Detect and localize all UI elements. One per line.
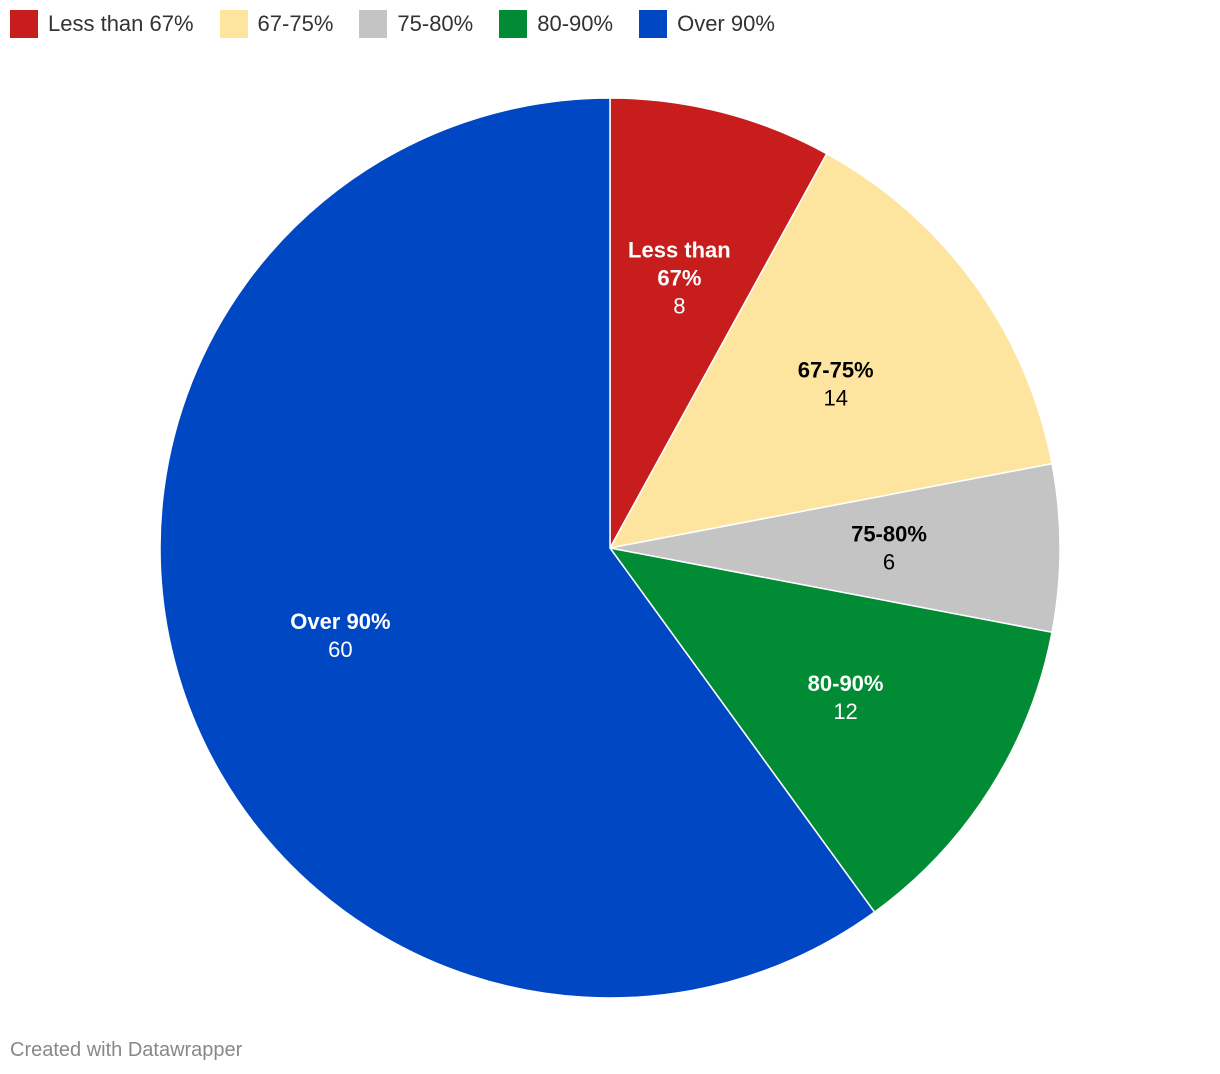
slice-value-label: 8: [673, 293, 685, 318]
slice-label-name: 75-80%: [851, 522, 927, 547]
pie-slice-67-75: [608, 152, 1053, 550]
legend-label: Less than 67%: [48, 11, 194, 36]
legend-item-75-80: 75-80%: [359, 10, 473, 38]
legend-swatch: [499, 10, 528, 38]
legend-item-over-90: Over 90%: [639, 10, 775, 38]
chart-legend: Less than 67% 67-75% 75-80% 80-90% Over …: [10, 10, 775, 38]
slice-label-name: 80-90%: [808, 671, 884, 696]
slice-label-name: 67%: [657, 265, 701, 290]
legend-swatch: [639, 10, 668, 38]
slice-value-label: 60: [328, 637, 352, 662]
legend-label: 80-90%: [537, 11, 614, 36]
legend-item-67-75: 67-75%: [219, 10, 334, 38]
legend-swatch: [219, 10, 248, 38]
legend-label: 67-75%: [257, 11, 334, 36]
legend-item-80-90: 80-90%: [499, 10, 613, 38]
slice-label-80-90: 80-90% 12: [808, 671, 884, 724]
slice-label-name: Over 90%: [290, 609, 390, 634]
legend-swatch: [10, 10, 38, 38]
legend-swatch: [359, 10, 388, 38]
legend-label: Over 90%: [677, 11, 775, 36]
slice-value-label: 6: [883, 550, 895, 575]
slice-value-label: 12: [833, 699, 857, 724]
slice-value-label: 14: [823, 386, 847, 411]
slice-label-75-80: 75-80% 6: [851, 522, 927, 575]
legend-item-less-than-67: Less than 67%: [10, 10, 194, 38]
slice-label-67-75: 67-75% 14: [798, 358, 874, 411]
pie-slice-less-than-67: [609, 97, 828, 549]
slice-label-name: Less than: [628, 237, 731, 262]
legend-label: 75-80%: [397, 11, 474, 36]
slice-label-name: 67-75%: [798, 358, 874, 383]
pie-slice-80-90: [608, 546, 1053, 914]
slice-label-over-90: Over 90% 60: [290, 609, 390, 662]
slice-label-less-than-67: Less than 67% 8: [628, 237, 731, 318]
pie-slice-75-80: [609, 462, 1061, 634]
pie-slice-over-90: [159, 97, 876, 999]
footer-credit: Created with Datawrapper: [10, 1039, 243, 1061]
